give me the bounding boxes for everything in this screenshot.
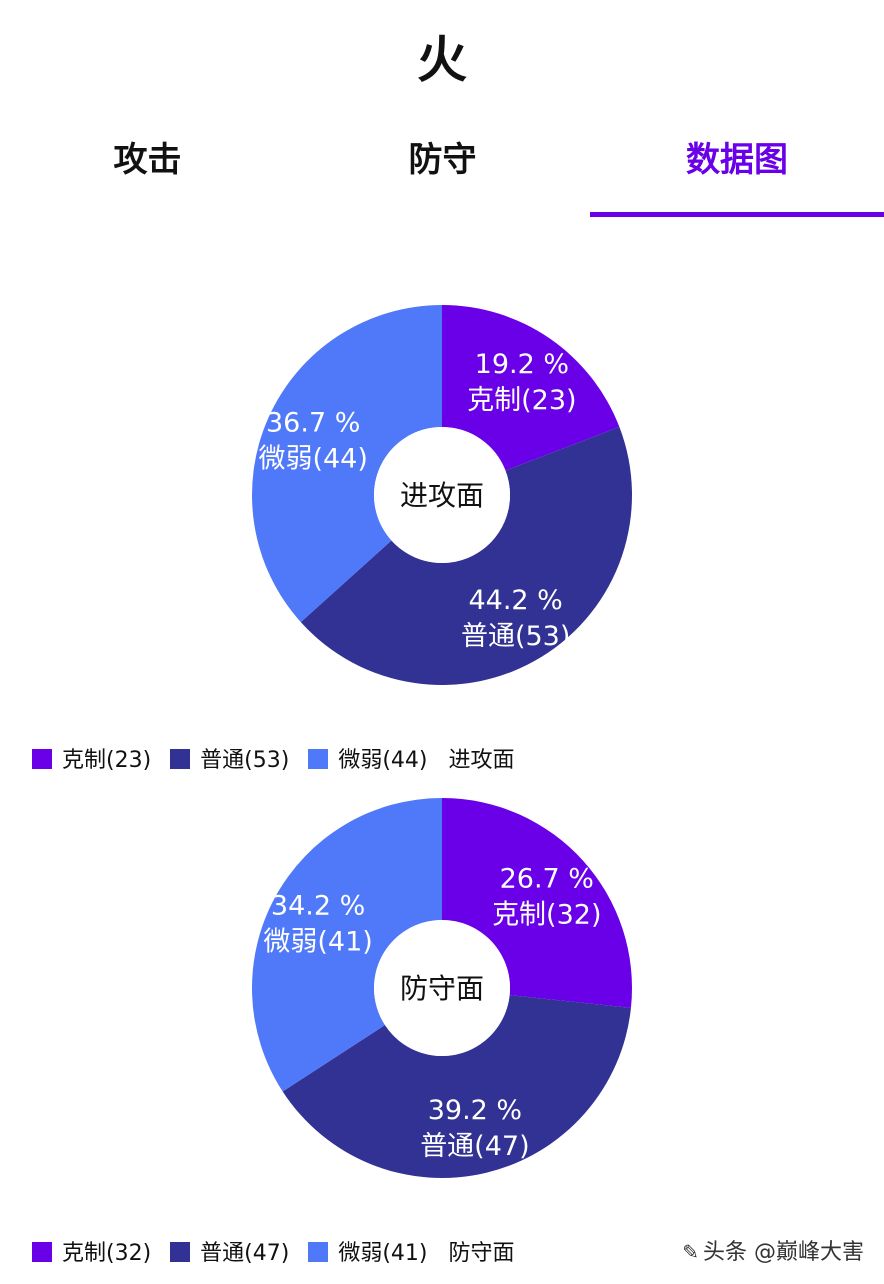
tab-attack[interactable]: 攻击 [113,140,182,180]
active-tab-indicator [590,212,884,217]
attack-chart-legend: 克制(23) 普通(53) 微弱(44) 进攻面 [32,745,515,777]
page-title: 火 [417,31,467,89]
slice-category-label: 微弱(44) [258,444,367,475]
defense-donut-chart: 26.7 % 克制(32) 39.2 % 普通(47) 34.2 % 微弱(41) 防守面 [251,798,632,1178]
legend-item-putong[interactable]: 普通(47) [170,1238,289,1270]
legend-swatch [308,749,329,769]
legend-title: 进攻面 [448,748,515,773]
pie-slice-微弱[interactable] [251,798,442,1092]
slice-category-label: 克制(23) [467,385,576,416]
donut-center-label: 防守面 [400,972,484,1005]
legend-label: 普通(53) [200,748,290,773]
defense-chart-legend: 克制(32) 普通(47) 微弱(41) 防守面 [32,1238,515,1270]
legend-swatch [170,749,191,769]
legend-swatch [32,749,52,769]
legend-swatch [170,1242,191,1262]
pie-slice-微弱[interactable] [251,305,442,623]
legend-swatch [308,1242,329,1262]
donut-hole [374,427,510,563]
legend-item-putong[interactable]: 普通(53) [170,745,289,777]
slice-percent-label: 34.2 % [271,891,365,922]
watermark-text: 头条 @巅峰大害 [703,1240,864,1265]
legend-title: 防守面 [448,1241,515,1266]
pie-slice-克制[interactable] [442,798,632,1008]
pie-slice-普通[interactable] [282,995,631,1178]
slice-percent-label: 44.2 % [468,585,562,616]
legend-label: 克制(23) [62,748,152,773]
legend-item-weiruo[interactable]: 微弱(41) [308,1238,428,1270]
pie-slice-普通[interactable] [300,426,633,686]
slice-percent-label: 39.2 % [428,1095,522,1126]
legend-item-weiruo[interactable]: 微弱(44) [308,745,428,777]
legend-item-kezhi[interactable]: 克制(23) [32,745,151,777]
slice-percent-label: 36.7 % [266,408,360,439]
slice-percent-label: 26.7 % [500,864,594,895]
legend-label: 普通(47) [200,1241,290,1266]
slice-category-label: 微弱(41) [263,927,372,958]
legend-item-kezhi[interactable]: 克制(32) [32,1238,151,1270]
legend-swatch [32,1242,52,1262]
tab-defense[interactable]: 防守 [408,140,477,180]
slice-percent-label: 19.2 % [475,349,569,380]
slice-category-label: 普通(47) [420,1131,529,1162]
slice-category-label: 克制(32) [492,900,601,931]
pie-slice-克制[interactable] [442,305,620,471]
slice-category-label: 普通(53) [461,621,570,652]
tab-bar: 攻击 防守 数据图 [0,128,884,218]
toutiao-icon: ✎ [682,1240,699,1264]
attack-donut-chart: 19.2 % 克制(23) 44.2 % 普通(53) 36.7 % 微弱(44) 进攻面 [251,305,633,686]
donut-hole [374,920,510,1056]
watermark: ✎ 头条 @巅峰大害 [682,1236,864,1269]
tab-data-chart[interactable]: 数据图 [686,140,788,180]
legend-label: 克制(32) [62,1241,152,1266]
legend-label: 微弱(44) [338,748,428,773]
donut-center-label: 进攻面 [400,479,484,512]
legend-label: 微弱(41) [338,1241,428,1266]
